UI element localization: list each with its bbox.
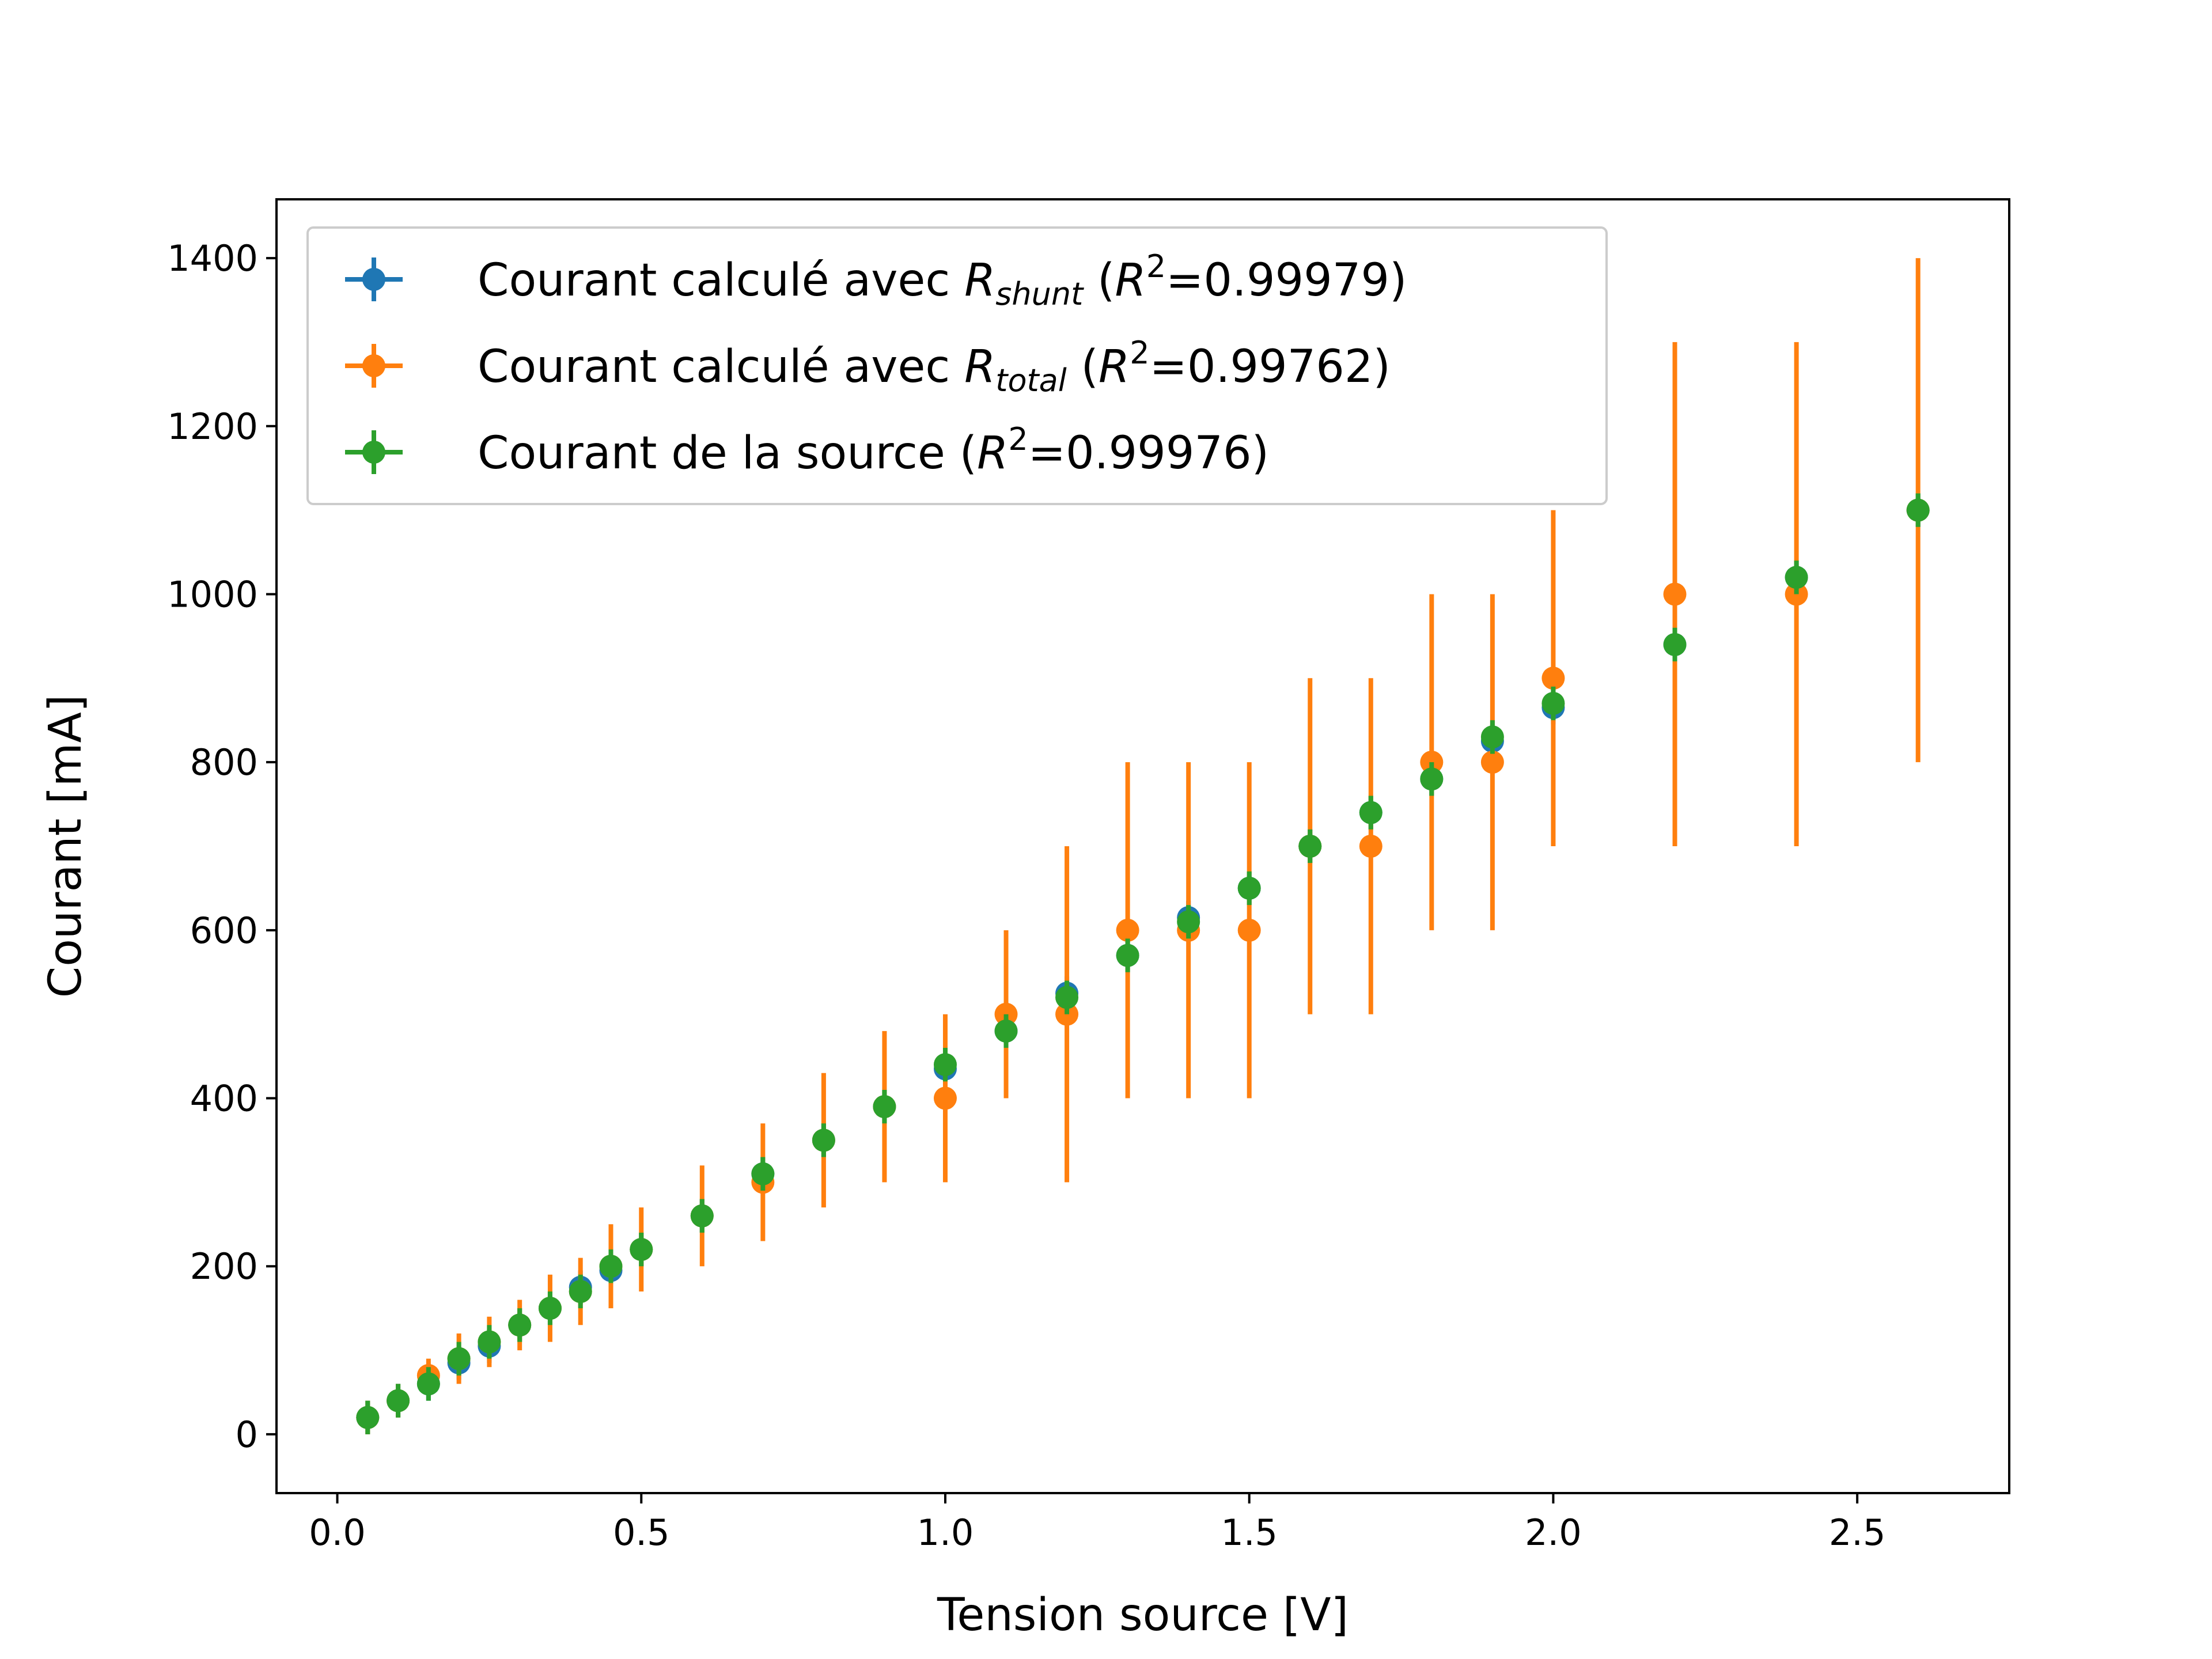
x-tick-label: 2.5 [1829, 1512, 1886, 1554]
y-tick-label: 400 [190, 1078, 258, 1120]
legend: Courant calculé avec Rshunt (R2=0.99979)… [306, 226, 1608, 505]
axes-frame [275, 198, 2010, 1494]
x-tick-label: 0.5 [613, 1512, 670, 1554]
legend-label: Courant de la source (R2=0.99976) [478, 421, 1269, 479]
y-axis: 0 200 400 600 800 1000 1200 1400 [167, 237, 276, 1456]
data-point [416, 1372, 440, 1396]
data-point [690, 1204, 714, 1228]
data-point [630, 1238, 653, 1262]
data-point [1906, 498, 1930, 522]
data-point [1480, 751, 1504, 774]
data-point [508, 1313, 532, 1337]
plot-area [356, 258, 1930, 1434]
data-point [1116, 918, 1139, 942]
data-point [1298, 835, 1322, 858]
y-tick-label: 0 [236, 1414, 258, 1456]
x-axis-label: Tension source [V] [937, 1589, 1349, 1641]
data-point [812, 1128, 835, 1152]
data-point [1541, 666, 1565, 690]
legend-item: Courant calculé avec Rshunt (R2=0.99979) [345, 248, 1407, 312]
data-point [569, 1279, 592, 1303]
data-point [1359, 835, 1382, 858]
x-tick-label: 1.0 [917, 1512, 974, 1554]
legend-label: Courant calculé avec Rtotal (R2=0.99762) [478, 335, 1391, 399]
data-point [1055, 986, 1079, 1009]
data-point [447, 1347, 471, 1370]
legend-label: Courant calculé avec Rshunt (R2=0.99979) [478, 248, 1407, 312]
data-point [387, 1389, 410, 1412]
data-point [933, 1086, 957, 1110]
legend-marker-icon [362, 354, 385, 377]
data-point [1359, 801, 1382, 824]
data-point [873, 1095, 896, 1119]
legend-item: Courant de la source (R2=0.99976) [345, 421, 1269, 479]
series-3 [356, 493, 1930, 1434]
y-tick-label: 800 [190, 741, 258, 783]
data-point [599, 1255, 623, 1278]
y-tick-label: 1200 [167, 406, 258, 448]
data-point [1663, 582, 1687, 606]
data-point [1420, 767, 1444, 791]
x-tick-label: 1.5 [1221, 1512, 1278, 1554]
x-axis: 0.0 0.5 1.0 1.5 2.0 2.5 [309, 1493, 1885, 1554]
data-point [1237, 918, 1261, 942]
data-point [1177, 910, 1200, 934]
legend-box [306, 226, 1608, 505]
legend-marker-icon [362, 268, 385, 291]
data-point [356, 1406, 380, 1429]
legend-item: Courant calculé avec Rtotal (R2=0.99762) [345, 335, 1391, 399]
data-point [933, 1053, 957, 1077]
data-point [1663, 632, 1687, 656]
y-tick-label: 200 [190, 1245, 258, 1287]
data-point [751, 1162, 775, 1185]
data-point [1541, 692, 1565, 715]
data-point [538, 1297, 562, 1320]
data-point [1480, 725, 1504, 749]
legend-marker-icon [362, 441, 385, 464]
y-tick-label: 1000 [167, 573, 258, 615]
data-point [1116, 944, 1139, 967]
x-tick-label: 0.0 [309, 1512, 366, 1554]
y-axis-label: Courant [mA] [40, 695, 92, 998]
y-tick-label: 1400 [167, 237, 258, 279]
data-point [1785, 566, 1808, 589]
x-tick-label: 2.0 [1525, 1512, 1582, 1554]
y-tick-label: 600 [190, 910, 258, 952]
data-point [478, 1330, 501, 1354]
series-2 [356, 258, 1930, 1434]
data-point [1237, 876, 1261, 900]
data-point [994, 1019, 1018, 1043]
